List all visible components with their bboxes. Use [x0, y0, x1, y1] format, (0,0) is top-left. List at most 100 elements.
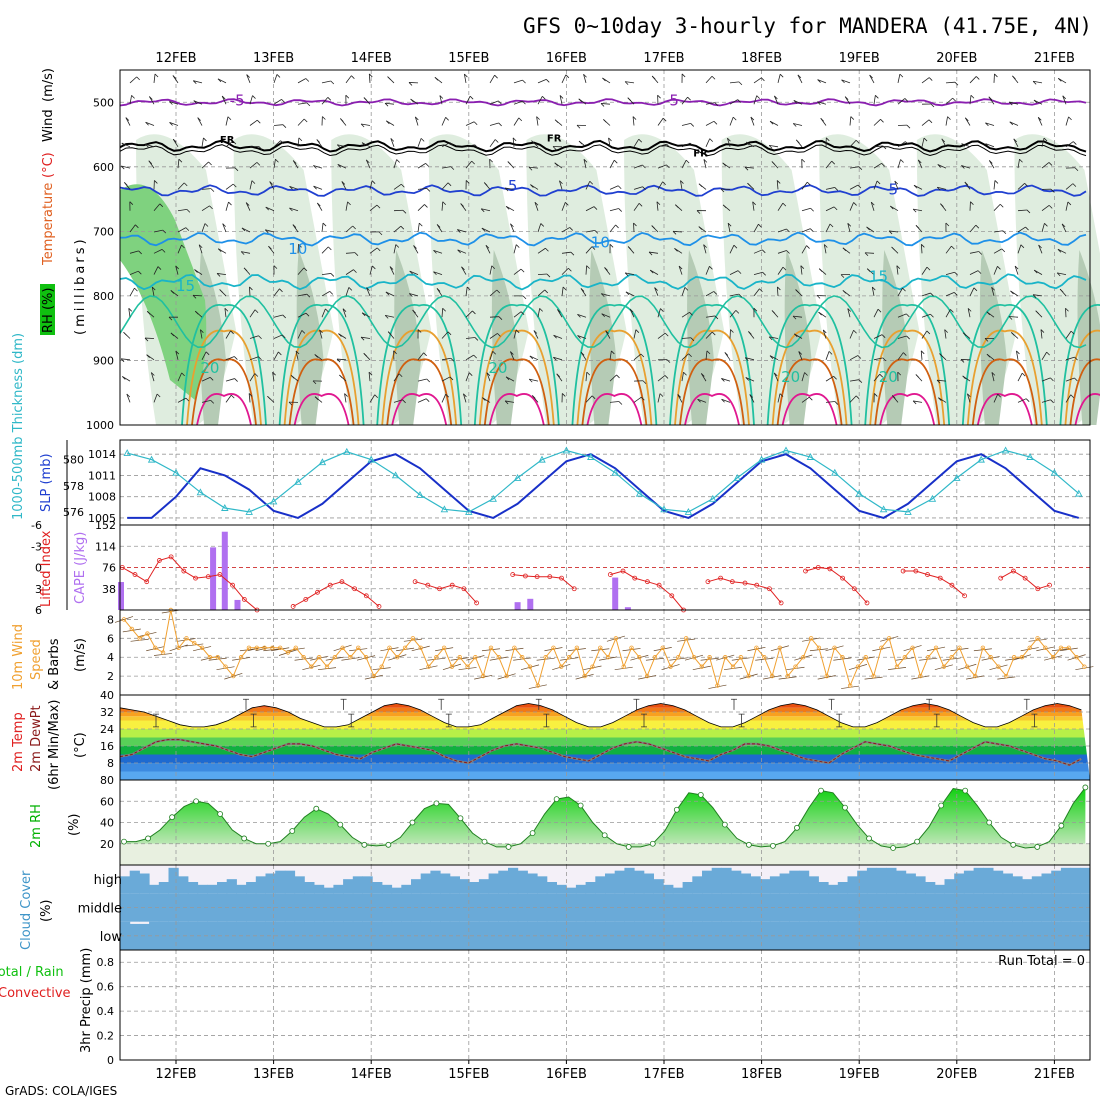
wind-speed-point: [480, 673, 486, 679]
wind-barb-flag: [195, 310, 199, 315]
wind-barb-flag: [369, 73, 373, 78]
wind-barb-flag: [439, 95, 444, 99]
wind-barb-flag: [985, 143, 989, 147]
cloud-bar-middle: [876, 893, 887, 922]
wind-barb: [177, 227, 187, 233]
cloud-bar-low: [246, 921, 257, 950]
thickness-point: [879, 505, 888, 513]
wind-barb: [441, 166, 451, 169]
rh-shade-mid: [491, 250, 519, 425]
cloud-bar-high: [139, 873, 150, 894]
wind-speed-point: [309, 664, 314, 669]
wind-barb: [705, 75, 713, 84]
cloud-bar-low: [799, 921, 810, 950]
cloud-bar-high: [886, 867, 897, 894]
wind-barb-flag: [1008, 316, 1013, 320]
wind-barb: [1037, 117, 1043, 126]
wind-barb: [583, 74, 587, 84]
wind-barb-flag: [994, 73, 998, 78]
wind-barb: [801, 228, 811, 233]
wind-barb: [993, 394, 999, 403]
wind-barb: [633, 186, 643, 190]
thickness-point: [635, 489, 644, 497]
wind-barb-flag: [464, 73, 468, 78]
wind-barb-flag: [761, 77, 765, 82]
wind-barb: [873, 162, 882, 169]
wind-barb-flag: [735, 310, 740, 314]
wind-barb-flag: [553, 334, 557, 339]
wind-barb: [361, 142, 371, 148]
rh-shade-mid: [589, 250, 617, 425]
rh-point: [794, 824, 800, 831]
cloud-bar-middle: [672, 893, 684, 922]
wind-barb: [153, 229, 163, 233]
wind-barb-flag: [424, 204, 428, 208]
wind-barb-flag: [345, 94, 350, 99]
wind-speed-point: [637, 655, 642, 660]
cape-tick: 38: [102, 583, 116, 596]
cloud-units-label: (%): [39, 900, 54, 923]
wind-barb-flag: [303, 118, 308, 123]
wind-barb: [1041, 205, 1050, 212]
lifted-index-point: [656, 582, 662, 588]
cloud-bar-high: [1080, 867, 1091, 894]
wind-barb-flag: [463, 393, 467, 398]
diurnal-isotherm: [478, 329, 555, 426]
cloud-bar-high: [731, 870, 742, 894]
wind-barb-flag: [161, 249, 166, 253]
wind-barb: [629, 308, 635, 318]
lifted-index-point: [669, 593, 675, 599]
wind-barb-flag: [779, 393, 784, 397]
wind-barb-flag: [870, 201, 875, 206]
lifted-index-point: [205, 574, 211, 580]
wind-barb: [417, 163, 426, 169]
wind-barb-flag: [1043, 137, 1048, 142]
wind-barb-flag: [876, 180, 881, 185]
wind-speed-point: [512, 645, 517, 650]
wind-barb-flag: [897, 371, 902, 376]
rh-point: [818, 787, 824, 794]
precip-frame: [119, 949, 1091, 1061]
wind-barb: [681, 123, 691, 126]
wind-barb-flag: [385, 291, 390, 296]
wind-barb-flag: [961, 165, 965, 169]
wind-barb-flag: [594, 230, 599, 234]
contour-label: 20: [879, 368, 898, 386]
wind-barb-flag: [954, 271, 958, 276]
wind-barb-flag: [904, 98, 909, 102]
wind-barb-flag: [857, 184, 862, 189]
wind-barb-flag: [1037, 117, 1042, 121]
wind-barb: [321, 308, 326, 318]
cloud-bar-low: [498, 921, 509, 950]
wind-barb: [393, 183, 402, 190]
wind-barb: [969, 224, 977, 233]
wind-barb: [1065, 356, 1075, 361]
slp-axis-labels: 1000-500mb Thickness (dm) SLP (mb): [11, 333, 54, 520]
wind-barb: [457, 249, 467, 254]
run-total-label: Run Total = 0: [998, 954, 1085, 969]
wind-barb: [654, 287, 659, 297]
wind-barb: [1014, 265, 1019, 275]
cloud-bar-middle: [449, 893, 460, 922]
wind-barb: [393, 244, 397, 254]
cloud-bar-middle: [226, 893, 237, 922]
cloud-bar-high: [624, 867, 635, 894]
lifted-index-point: [315, 589, 320, 595]
cloud-bar-high: [1002, 873, 1013, 894]
wind-barb-flag: [657, 94, 661, 99]
wind-barb: [273, 99, 282, 105]
wind-barb-flag: [888, 230, 893, 235]
wind-barb-flag: [208, 161, 212, 166]
wind-barb: [465, 144, 475, 148]
lifted-index-point: [851, 586, 857, 592]
wind-barb: [225, 394, 232, 403]
wind-barb: [246, 74, 251, 84]
wind-barb: [414, 116, 419, 126]
wind-barb: [816, 294, 827, 297]
wind-barb-flag: [1050, 399, 1054, 404]
wind-barb-flag: [758, 223, 762, 228]
thickness-point: [660, 505, 668, 513]
wind-barb: [583, 159, 587, 169]
cloud-bar-low: [702, 921, 713, 950]
wind-speed-line: [123, 609, 1085, 688]
